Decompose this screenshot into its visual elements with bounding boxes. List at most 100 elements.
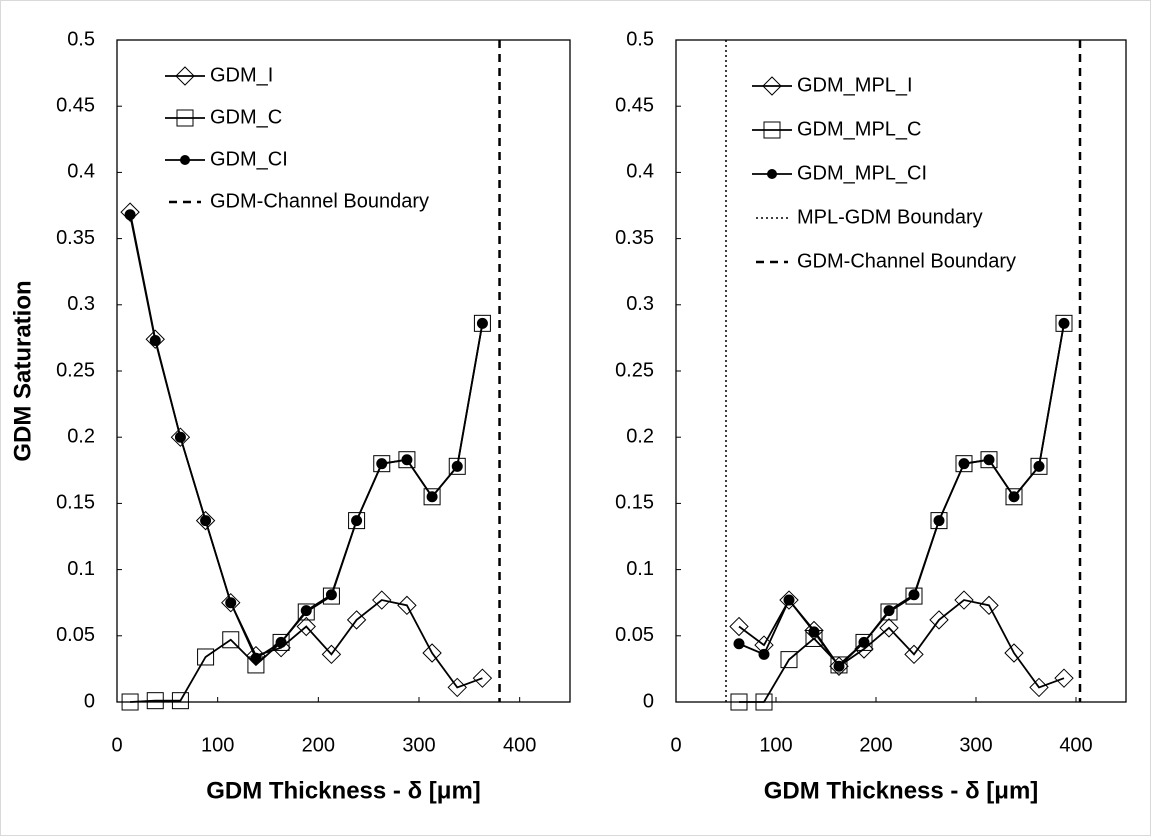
y-tick-label: 0.4 bbox=[67, 161, 95, 183]
diamond-marker bbox=[879, 618, 899, 638]
diamond-marker bbox=[1029, 677, 1049, 698]
legend-marker bbox=[180, 155, 190, 165]
legend-marker bbox=[762, 76, 782, 96]
y-tick-label: 0.5 bbox=[626, 28, 654, 50]
square-marker bbox=[398, 451, 416, 469]
square-marker bbox=[171, 692, 189, 710]
x-axis-title: GDM Thickness - δ [μm] bbox=[206, 777, 481, 804]
circle-marker bbox=[200, 515, 212, 527]
diamond-marker bbox=[829, 656, 849, 676]
circle-marker bbox=[808, 626, 820, 638]
square-marker bbox=[1005, 488, 1023, 506]
square-marker bbox=[448, 457, 466, 475]
y-tick-label: 0 bbox=[84, 690, 95, 712]
circle-marker bbox=[883, 605, 895, 617]
square-marker bbox=[373, 455, 391, 473]
diamond-marker bbox=[979, 595, 999, 616]
square-marker bbox=[855, 633, 873, 651]
y-tick-label: 0.35 bbox=[615, 227, 654, 249]
circle-marker bbox=[1058, 317, 1070, 329]
circle-marker bbox=[275, 636, 287, 648]
legend-label: GDM_I bbox=[210, 64, 273, 86]
diamond-marker bbox=[246, 645, 266, 666]
y-tick-label: 0.35 bbox=[56, 227, 95, 249]
y-tick-label: 0 bbox=[643, 690, 654, 712]
x-tick-label: 200 bbox=[859, 734, 892, 756]
circle-marker bbox=[225, 597, 237, 609]
diamond-marker bbox=[170, 427, 191, 447]
y-tick-label: 0.3 bbox=[626, 293, 654, 315]
y-tick-label: 0.1 bbox=[626, 558, 654, 580]
legend-label: MPL-GDM Boundary bbox=[797, 206, 983, 228]
x-tick-label: 0 bbox=[670, 734, 681, 756]
diamond-marker bbox=[1054, 668, 1074, 688]
diamond-marker bbox=[195, 510, 216, 531]
circle-marker bbox=[1008, 491, 1020, 503]
circle-marker bbox=[451, 460, 463, 472]
circle-marker bbox=[758, 648, 770, 660]
circle-marker bbox=[401, 454, 413, 466]
y-tick-label: 0.05 bbox=[615, 624, 654, 646]
legend-label: GDM-Channel Boundary bbox=[797, 250, 1016, 272]
square-marker bbox=[905, 587, 923, 605]
diamond-marker bbox=[120, 202, 140, 222]
square-marker bbox=[1055, 314, 1073, 332]
y-tick-label: 0.25 bbox=[615, 359, 654, 381]
diamond-marker bbox=[929, 610, 949, 630]
square-marker bbox=[222, 631, 240, 649]
x-axis-title: GDM Thickness - δ [μm] bbox=[764, 777, 1039, 804]
diamond-marker bbox=[422, 643, 442, 663]
y-axis-title: GDM Saturation bbox=[9, 280, 36, 461]
circle-marker bbox=[250, 652, 262, 664]
circle-marker bbox=[376, 458, 388, 470]
circle-marker bbox=[300, 605, 312, 617]
y-tick-label: 0.3 bbox=[67, 293, 95, 315]
x-tick-label: 200 bbox=[302, 734, 335, 756]
diamond-marker bbox=[296, 616, 316, 637]
y-tick-label: 0.15 bbox=[615, 492, 654, 514]
x-tick-label: 100 bbox=[201, 734, 234, 756]
circle-marker bbox=[783, 594, 795, 606]
circle-marker bbox=[933, 515, 945, 527]
square-marker bbox=[146, 692, 164, 710]
square-marker bbox=[297, 603, 315, 621]
x-tick-label: 0 bbox=[111, 734, 122, 756]
diamond-marker bbox=[954, 590, 974, 610]
circle-marker bbox=[174, 431, 186, 443]
circle-marker bbox=[124, 209, 136, 221]
diamond-marker bbox=[321, 644, 342, 665]
circle-marker bbox=[476, 317, 488, 329]
x-tick-label: 300 bbox=[402, 734, 435, 756]
y-tick-label: 0.1 bbox=[67, 558, 95, 580]
circle-marker bbox=[149, 335, 161, 347]
y-tick-label: 0.2 bbox=[626, 425, 654, 447]
diamond-marker bbox=[472, 668, 493, 688]
y-tick-label: 0.5 bbox=[67, 28, 95, 50]
diamond-marker bbox=[1004, 643, 1024, 663]
legend-label: GDM_MPL_CI bbox=[797, 162, 927, 184]
diamond-marker bbox=[904, 644, 924, 665]
square-marker bbox=[755, 693, 773, 711]
legend-label: GDM_CI bbox=[210, 148, 288, 170]
legend-marker bbox=[175, 66, 195, 86]
diamond-marker bbox=[221, 592, 241, 613]
square-marker bbox=[930, 512, 948, 530]
diamond-marker bbox=[779, 590, 799, 610]
square-marker bbox=[830, 656, 848, 674]
square-marker bbox=[272, 633, 290, 651]
legend-marker bbox=[176, 109, 194, 127]
diamond-marker bbox=[145, 329, 165, 349]
circle-marker bbox=[1033, 460, 1045, 472]
circle-marker bbox=[833, 660, 845, 672]
diamond-marker bbox=[397, 595, 417, 616]
circle-marker bbox=[351, 515, 363, 527]
diamond-marker bbox=[804, 620, 824, 641]
square-marker bbox=[955, 455, 973, 473]
square-marker bbox=[730, 693, 748, 711]
circle-marker bbox=[858, 636, 870, 648]
square-marker bbox=[473, 314, 491, 332]
y-tick-label: 0.45 bbox=[56, 94, 95, 116]
diamond-marker bbox=[729, 616, 749, 637]
x-tick-label: 300 bbox=[959, 734, 992, 756]
